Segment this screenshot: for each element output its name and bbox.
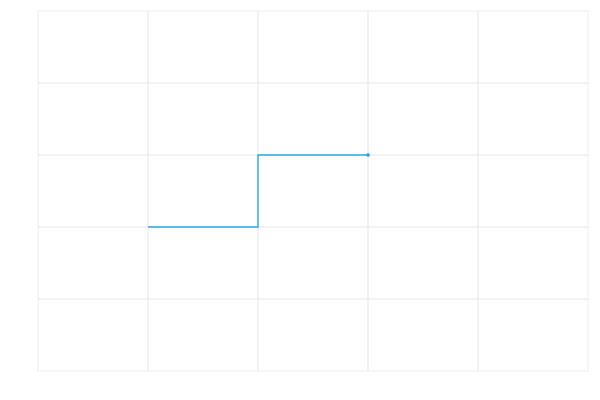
grid (37, 10, 589, 372)
series-line-1 (148, 154, 368, 228)
series-layer (148, 153, 370, 228)
data-point-1-3 (366, 153, 370, 157)
plot-area-border (37, 10, 589, 372)
